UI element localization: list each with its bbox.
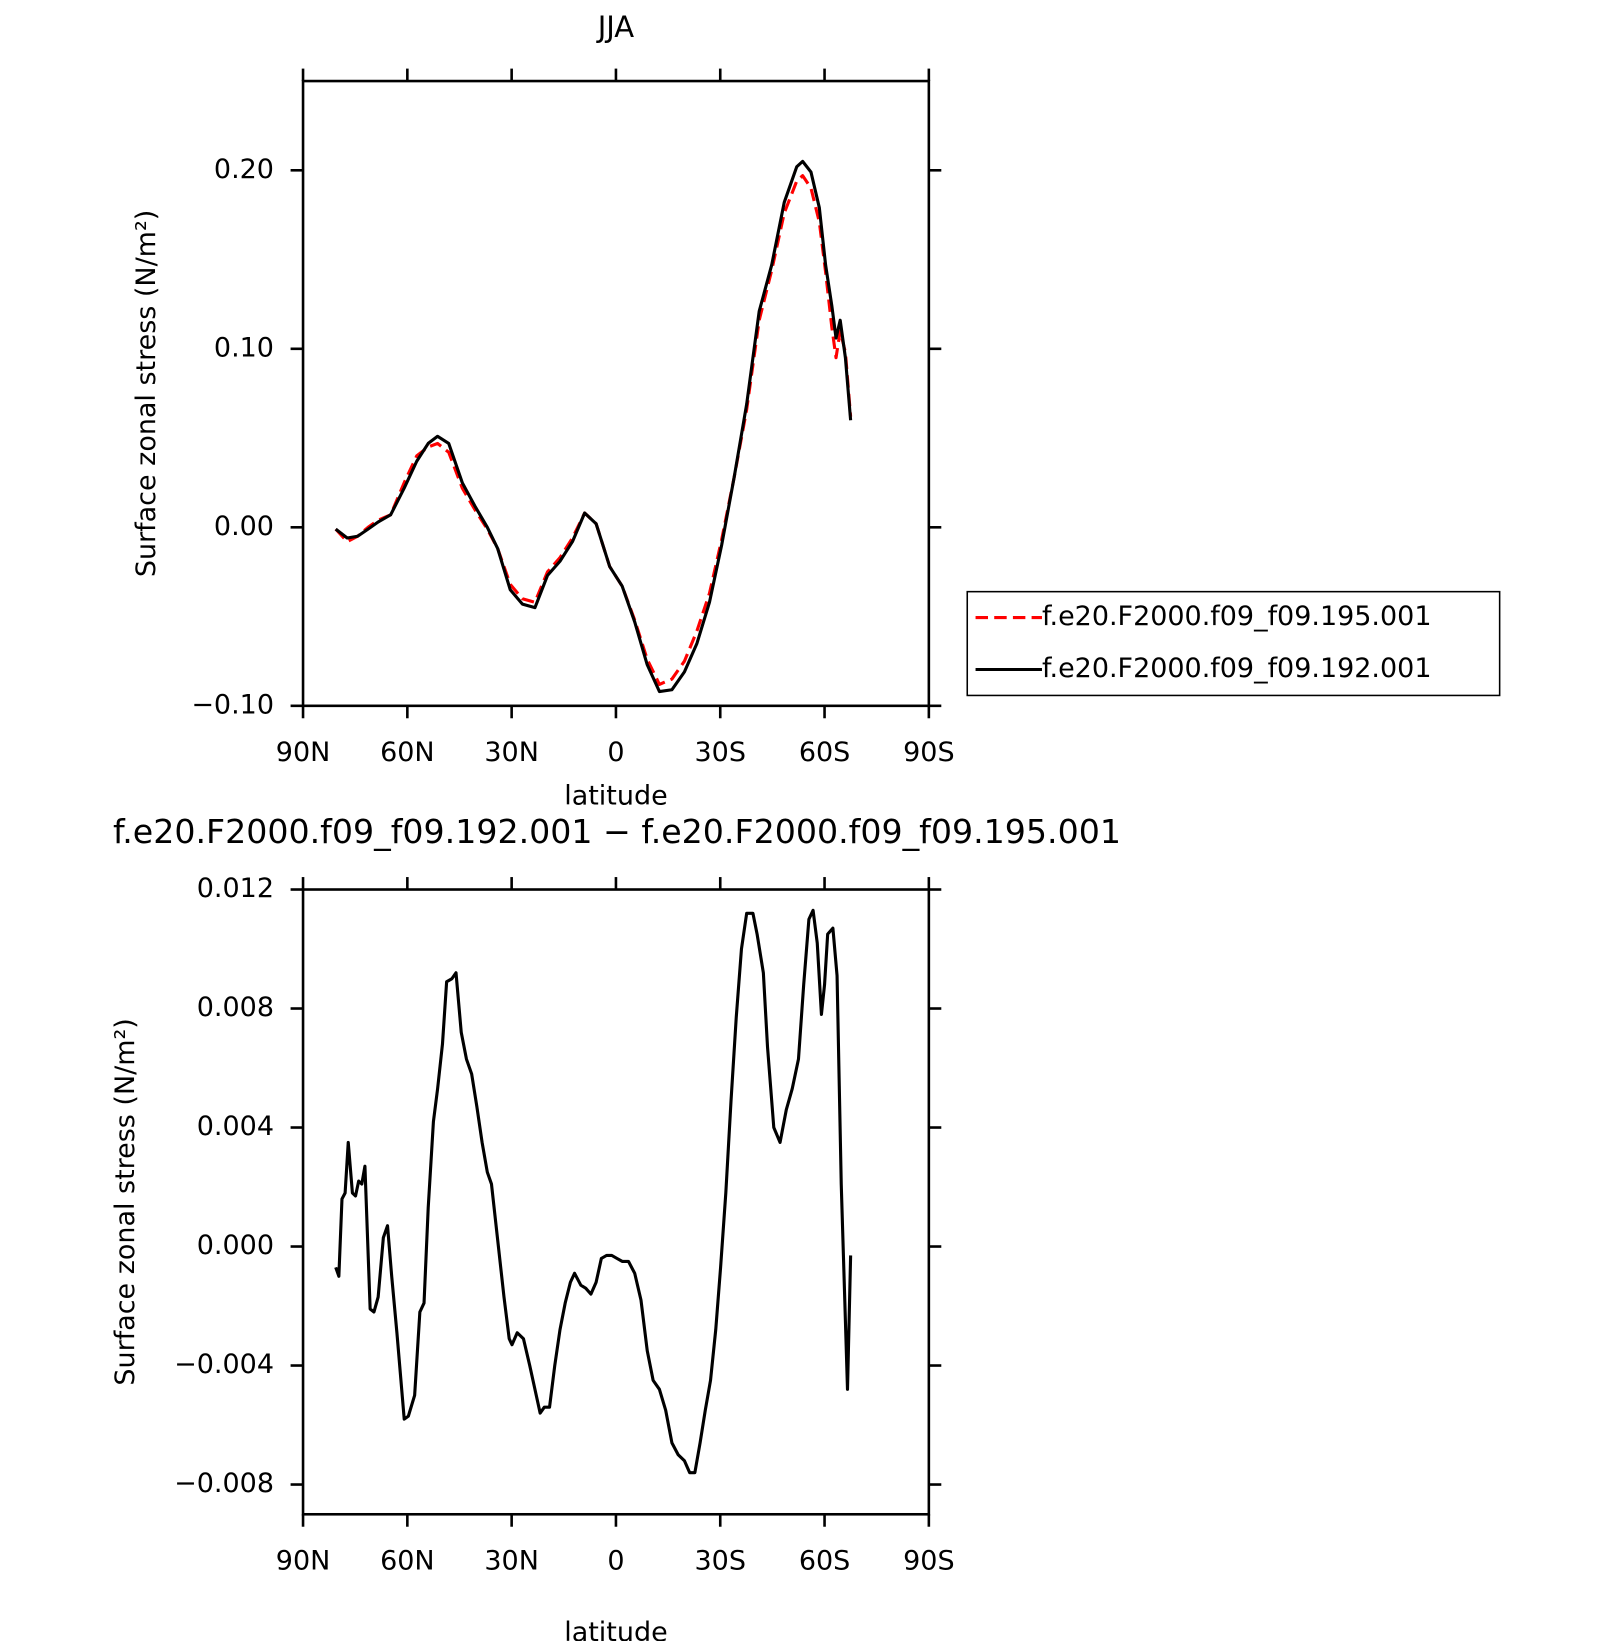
x-axis-label: latitude	[564, 1617, 667, 1641]
y-tick-label: 0.10	[214, 332, 274, 363]
x-tick-label: 60N	[380, 737, 435, 768]
x-tick-label: 0	[607, 737, 624, 768]
x-tick-label: 90S	[903, 1546, 954, 1577]
y-tick-label: 0.012	[197, 873, 274, 904]
data-line	[334, 159, 853, 694]
plot-frame	[301, 888, 931, 1516]
chart-title: f.e20.F2000.f09_f09.192.001 − f.e20.F200…	[113, 812, 1121, 851]
y-tick-label: −0.004	[174, 1349, 274, 1380]
data-line	[334, 908, 853, 1475]
x-tick-label: 60S	[799, 1546, 850, 1577]
plot-frame	[301, 79, 931, 708]
x-tick-label: 30N	[484, 737, 538, 768]
y-tick-label: −0.10	[191, 689, 274, 720]
legend-label: f.e20.F2000.f09_f09.195.001	[1042, 601, 1432, 632]
legend-label: f.e20.F2000.f09_f09.192.001	[1042, 653, 1432, 684]
y-tick-label: 0.004	[197, 1111, 274, 1142]
y-axis-label: Surface zonal stress (N/m²)	[110, 1018, 141, 1385]
x-tick-label: 90N	[276, 1546, 331, 1577]
x-tick-label: 90S	[903, 737, 954, 768]
y-tick-label: 0.00	[214, 511, 274, 542]
chart-title: JJA	[596, 10, 635, 44]
x-tick-label: 0	[607, 1546, 624, 1577]
y-tick-label: −0.008	[174, 1468, 274, 1499]
x-axis-label: latitude	[564, 781, 667, 812]
x-tick-label: 60S	[799, 737, 850, 768]
legend-box	[966, 590, 1501, 697]
x-tick-label: 30S	[695, 737, 746, 768]
x-tick-label: 30S	[695, 1546, 746, 1577]
y-tick-label: 0.000	[197, 1230, 274, 1261]
y-axis-label: Surface zonal stress (N/m²)	[131, 210, 162, 577]
y-tick-label: 0.20	[214, 154, 274, 185]
y-tick-label: 0.008	[197, 992, 274, 1023]
x-tick-label: 90N	[276, 737, 331, 768]
x-tick-label: 30N	[484, 1546, 538, 1577]
x-tick-label: 60N	[380, 1546, 435, 1577]
